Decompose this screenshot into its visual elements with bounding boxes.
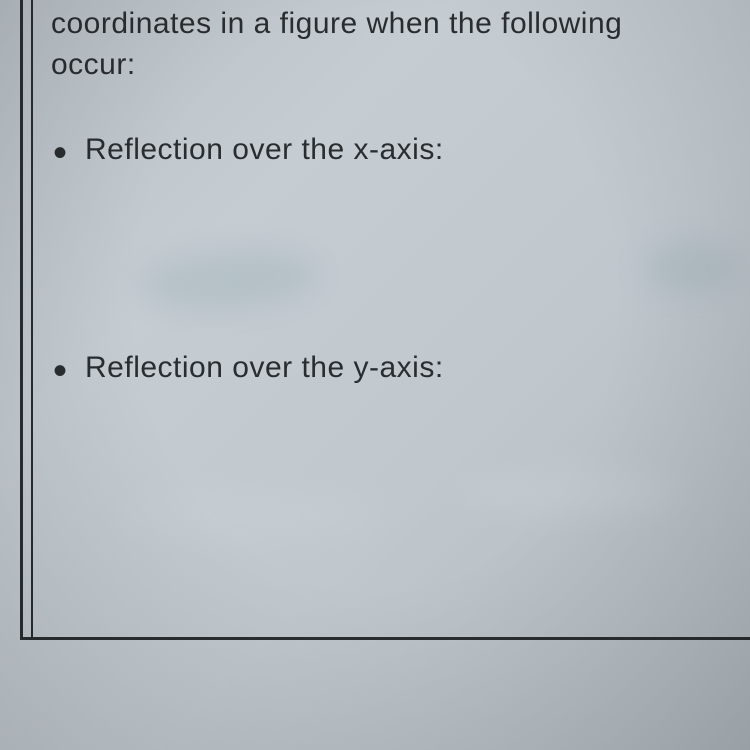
bullet-dot-icon: • <box>53 353 67 389</box>
intro-text: coordinates in a figure when the followi… <box>23 0 750 85</box>
intro-line-2: occur: <box>51 48 136 81</box>
worksheet-box: coordinates in a figure when the followi… <box>20 0 750 640</box>
bullet-item-x-axis: • Reflection over the x-axis: <box>23 133 750 171</box>
bullet-text: Reflection over the y-axis: <box>85 351 444 385</box>
inner-left-border <box>31 0 33 637</box>
bullet-dot-icon: • <box>53 135 67 171</box>
intro-line-1: coordinates in a figure when the followi… <box>51 7 622 40</box>
bullet-item-y-axis: • Reflection over the y-axis: <box>23 351 750 389</box>
bullet-text: Reflection over the x-axis: <box>85 133 444 167</box>
